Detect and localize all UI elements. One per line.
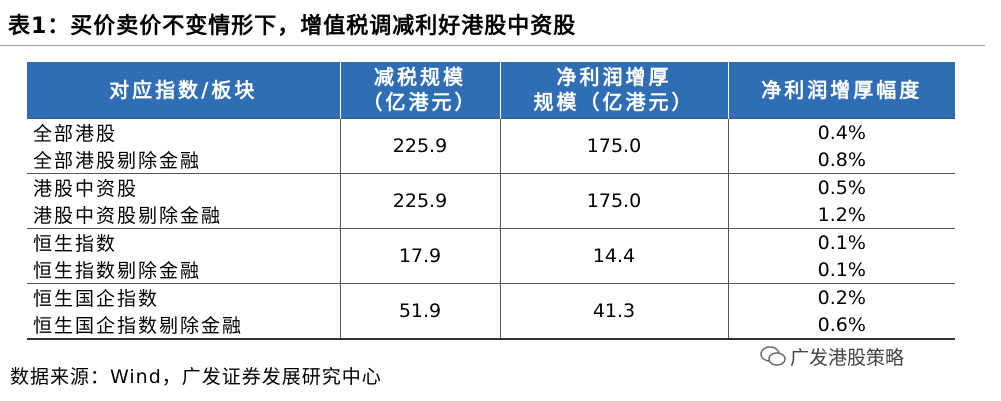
row-label: 港股中资股剔除金融 <box>33 205 223 227</box>
table-row: 恒生国企指数剔除金融 0.6% <box>27 311 955 340</box>
pct-cell: 1.2% <box>727 201 955 229</box>
pct-cell: 0.4% <box>727 118 955 146</box>
table-row: 全部港股 225.9 175.0 0.4% <box>27 118 955 174</box>
header-cell: 对应指数/板块 <box>27 62 340 119</box>
row-label: 恒生指数剔除金融 <box>33 260 202 282</box>
header-row: 对应指数/板块 减税规模 （亿港元） 净利润增厚 规模（亿港元） 净利润增厚幅度 <box>27 62 955 119</box>
tax-cut-cell: 17.9 <box>339 228 500 284</box>
table-row: 港股中资股 225.9 175.0 0.5% <box>27 173 955 229</box>
tax-cut-cell: 225.9 <box>339 173 500 229</box>
pct-cell: 0.1% <box>727 228 955 256</box>
row-label: 港股中资股 <box>27 173 340 201</box>
header-line: 规模（亿港元） <box>533 90 695 114</box>
row-label: 全部港股剔除金融 <box>33 150 202 172</box>
data-table: 对应指数/板块 减税规模 （亿港元） 净利润增厚 规模（亿港元） 净利润增厚幅度 全部港股… <box>27 62 955 340</box>
row-label: 全部港股 <box>27 118 340 146</box>
table-body: 全部港股 225.9 175.0 0.4% 全部港股剔除金融 0.8% 港股中资股 225.9… <box>27 118 955 340</box>
table-row: 恒生指数 17.9 14.4 0.1% <box>27 228 955 284</box>
header-line: 净利润增厚幅度 <box>761 77 923 102</box>
table-row: 港股中资股剔除金融 1.2% <box>27 201 955 229</box>
pct-cell: 0.2% <box>727 283 955 311</box>
title-rule <box>0 45 985 46</box>
header-line: 净利润增厚 <box>556 65 672 89</box>
watermark: 广发港股策略 <box>790 347 905 369</box>
header-line: （亿港元） <box>362 90 478 114</box>
header-cell: 净利润增厚幅度 <box>727 62 955 119</box>
header-cell: 减税规模 （亿港元） <box>339 62 500 119</box>
pct-cell: 0.1% <box>727 256 955 284</box>
pct-cell: 0.6% <box>727 311 955 340</box>
tax-cut-cell: 51.9 <box>339 283 500 340</box>
tax-cut-cell: 225.9 <box>339 118 500 174</box>
profit-increase-cell: 175.0 <box>499 173 728 229</box>
header-line: 减税规模 <box>374 65 466 89</box>
row-label: 恒生国企指数 <box>27 283 340 311</box>
header-line: 对应指数/板块 <box>109 77 258 102</box>
title: 表1：买价卖价不变情形下，增值税调减利好港股中资股 <box>8 14 577 39</box>
header-cell: 净利润增厚 规模（亿港元） <box>499 62 728 119</box>
watermark-icon <box>760 346 786 366</box>
source-note: 数据来源：Wind，广发证券发展研究中心 <box>10 366 382 388</box>
table-row: 恒生国企指数 51.9 41.3 0.2% <box>27 283 955 340</box>
pct-cell: 0.8% <box>727 146 955 174</box>
profit-increase-cell: 41.3 <box>499 283 728 340</box>
profit-increase-cell: 14.4 <box>499 228 728 284</box>
row-label: 恒生指数 <box>27 228 340 256</box>
table-row: 恒生指数剔除金融 0.1% <box>27 256 955 284</box>
row-label: 恒生国企指数剔除金融 <box>27 311 340 340</box>
pct-cell: 0.5% <box>727 173 955 201</box>
profit-increase-cell: 175.0 <box>499 118 728 174</box>
table-row: 全部港股剔除金融 0.8% <box>27 146 955 174</box>
